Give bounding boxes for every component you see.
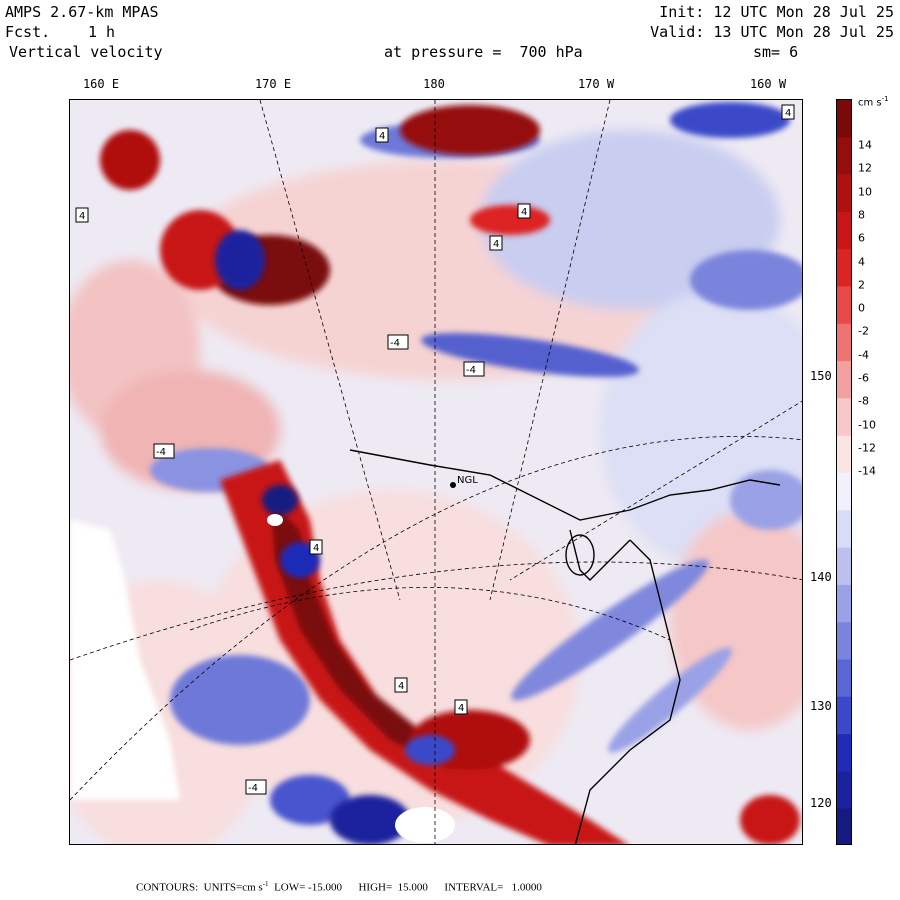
colorbar-tick-label: 12	[858, 161, 872, 175]
colorbar-segment	[837, 137, 851, 176]
colorbar-segment	[837, 547, 851, 586]
contour-label-boxes: 4 4 4 4 4 4 4 4 -4 -4 -4 -4	[75, 104, 795, 795]
svg-text:4: 4	[785, 108, 791, 119]
svg-text:4: 4	[493, 239, 499, 250]
colorbar-segment	[837, 734, 851, 772]
contour-info-footer: CONTOURS: UNITS=cm s-1 LOW= -15.000 HIGH…	[136, 880, 542, 894]
forecast-label: Fcst.	[5, 23, 51, 41]
colorbar-segment	[837, 211, 851, 250]
colorbar-segment	[837, 808, 851, 844]
field-name: Vertical velocity	[9, 43, 163, 61]
colorbar-tick-label: 10	[858, 185, 872, 199]
station-marker	[450, 482, 456, 488]
colorbar-tick-label: 0	[858, 301, 865, 315]
svg-text:-4: -4	[156, 447, 166, 458]
svg-text:4: 4	[313, 543, 319, 554]
colorbar-segment	[837, 286, 851, 325]
colorbar-tick-label: 6	[858, 231, 865, 245]
svg-text:4: 4	[79, 211, 85, 222]
colorbar-segment	[837, 659, 851, 698]
svg-text:-4: -4	[390, 338, 400, 349]
map-field-pattern	[70, 100, 802, 844]
colorbar-segment	[837, 361, 851, 399]
colorbar-segment	[837, 622, 851, 660]
model-title: AMPS 2.67-km MPAS	[5, 3, 159, 21]
colorbar-segment	[837, 174, 851, 213]
lon-label-170e: 170 E	[254, 77, 292, 91]
colorbar-tick-label: 14	[858, 138, 872, 152]
svg-text:4: 4	[379, 131, 385, 142]
colorbar-tick-label: -6	[858, 371, 869, 385]
colorbar-tick-label: -8	[858, 394, 869, 408]
colorbar-unit: cm s-1	[858, 95, 889, 109]
svg-text:-4: -4	[466, 365, 476, 376]
colorbar-segment	[837, 323, 851, 362]
colorbar-tick-label: -4	[858, 348, 869, 362]
colorbar-tick-label: -10	[858, 418, 876, 432]
colorbar-tick-label: 2	[858, 278, 865, 292]
graticule-lines	[70, 100, 802, 844]
valid-time: Valid: 13 UTC Mon 28 Jul 25	[650, 23, 894, 41]
colorbar-tick-label: 8	[858, 208, 865, 222]
svg-text:4: 4	[521, 207, 527, 218]
colorbar-segment	[837, 398, 851, 437]
station-label: NGL	[457, 475, 478, 486]
colorbar-segment	[837, 771, 851, 810]
colorbar-segment	[837, 435, 851, 474]
colorbar	[836, 99, 852, 845]
lon-label-170w: 170 W	[577, 77, 615, 91]
colorbar-tick-label: -2	[858, 324, 869, 338]
colorbar-tick-label: 4	[858, 255, 865, 268]
colorbar-tick-label: -12	[858, 441, 876, 455]
colorbar-segment	[837, 584, 851, 623]
colorbar-segment	[837, 100, 851, 138]
init-time: Init: 12 UTC Mon 28 Jul 25	[659, 3, 894, 21]
lon-label-160w: 160 W	[749, 77, 787, 91]
smoothing-value: sm= 6	[753, 43, 799, 61]
colorbar-segment	[837, 696, 851, 735]
colorbar-tick-label: -14	[858, 464, 876, 478]
svg-text:4: 4	[458, 703, 464, 714]
lon-label-160e: 160 E	[82, 77, 120, 91]
svg-text:-4: -4	[248, 783, 258, 794]
colorbar-segment	[837, 249, 851, 287]
colorbar-segment	[837, 510, 851, 549]
lon-label-180: 180	[423, 77, 445, 91]
pressure-level: at pressure = 700 hPa	[384, 43, 583, 61]
svg-text:4: 4	[398, 681, 404, 692]
colorbar-segment	[837, 473, 851, 511]
coastline	[349, 449, 781, 844]
forecast-hour: 1 h	[88, 23, 116, 41]
vertical-velocity-map: NGL 4 4 4 4 4 4 4 4 -4 -4 -4 -4	[69, 99, 803, 845]
